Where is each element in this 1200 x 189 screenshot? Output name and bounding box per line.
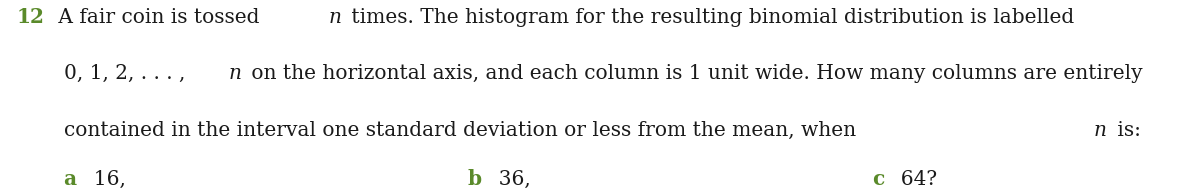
Text: 0, 1, 2, . . . ,: 0, 1, 2, . . . , [64, 64, 191, 83]
Text: A fair coin is tossed: A fair coin is tossed [52, 8, 266, 27]
Text: a: a [64, 169, 77, 189]
Text: times. The histogram for the resulting binomial distribution is labelled: times. The histogram for the resulting b… [344, 8, 1074, 27]
Text: 16,: 16, [80, 170, 126, 189]
Text: contained in the interval one standard deviation or less from the mean, when: contained in the interval one standard d… [64, 121, 862, 140]
Text: 36,: 36, [486, 170, 530, 189]
Text: n: n [328, 8, 341, 27]
Text: n: n [1094, 121, 1106, 140]
Text: b: b [468, 169, 481, 189]
Text: is:: is: [1111, 121, 1141, 140]
Text: on the horizontal axis, and each column is 1 unit wide. How many columns are ent: on the horizontal axis, and each column … [245, 64, 1142, 83]
Text: 64?: 64? [888, 170, 937, 189]
Text: 12: 12 [17, 7, 44, 27]
Text: c: c [872, 169, 884, 189]
Text: n: n [228, 64, 241, 83]
